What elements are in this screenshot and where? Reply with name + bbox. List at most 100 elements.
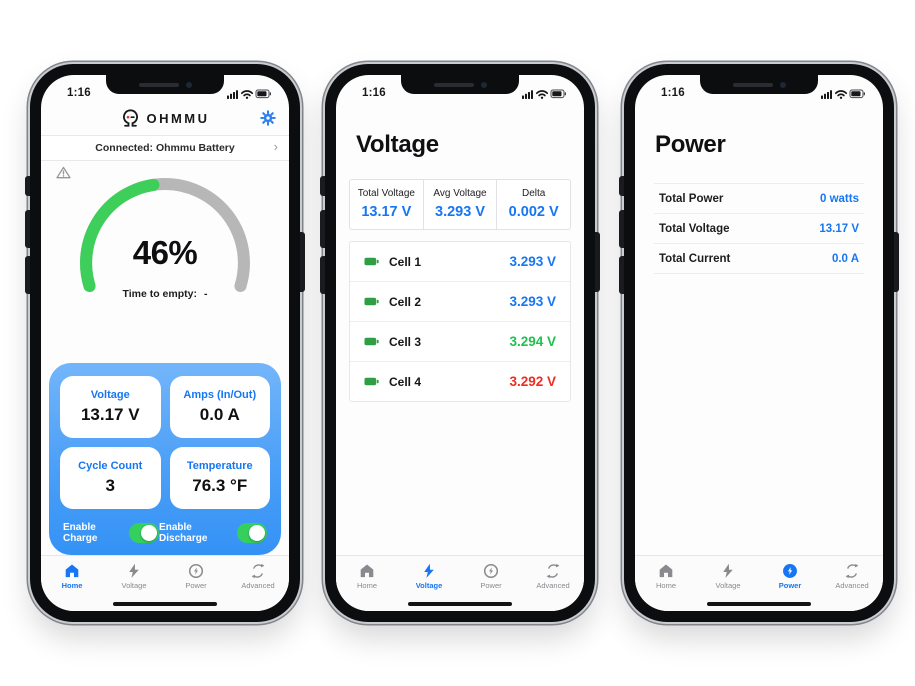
tab-home[interactable]: Home bbox=[41, 563, 103, 611]
cell-list: Cell 1 3.293 V Cell 2 3.293 V Cell 3 3.2… bbox=[349, 241, 571, 402]
home-indicator[interactable] bbox=[113, 602, 217, 606]
sync-arrows-icon bbox=[546, 563, 560, 579]
status-bar: 1:16 bbox=[41, 75, 289, 102]
toggle-knob bbox=[249, 525, 265, 541]
tab-bar: Home Voltage Power bbox=[41, 555, 289, 611]
front-camera bbox=[480, 81, 487, 88]
summary-delta: Delta 0.002 V bbox=[496, 180, 570, 229]
sync-arrows-icon bbox=[845, 563, 859, 579]
stat-label: Voltage bbox=[90, 389, 130, 401]
settings-gear-icon[interactable] bbox=[260, 110, 276, 126]
tab-bar: Home Voltage Power bbox=[635, 555, 883, 611]
cell-name: Cell 2 bbox=[389, 294, 422, 309]
battery-icon bbox=[255, 89, 271, 99]
tab-label: Advanced bbox=[241, 581, 275, 590]
stat-label: Cycle Count bbox=[78, 460, 143, 472]
warning-triangle-icon[interactable] bbox=[56, 166, 71, 179]
cell-voltage: 3.292 V bbox=[509, 374, 556, 389]
tab-voltage[interactable]: Voltage bbox=[103, 563, 165, 611]
cell-row-2: Cell 2 3.293 V bbox=[350, 281, 570, 321]
battery-gauge: 46% bbox=[72, 170, 258, 300]
home-indicator[interactable] bbox=[707, 602, 811, 606]
row-value: 0.0 A bbox=[831, 252, 859, 265]
iphone-mockup-home: 1:16 bbox=[25, 64, 305, 622]
tab-advanced[interactable]: Advanced bbox=[821, 563, 883, 611]
signal-icon bbox=[821, 90, 832, 99]
tab-home[interactable]: Home bbox=[336, 563, 398, 611]
voltage-summary-table: Total Voltage 13.17 V Avg Voltage 3.293 … bbox=[349, 179, 571, 230]
row-value: 13.17 V bbox=[819, 222, 859, 235]
enable-charge-toggle[interactable] bbox=[129, 523, 160, 543]
side-button bbox=[894, 232, 899, 292]
stat-value: 13.17 V bbox=[80, 405, 140, 424]
tab-label: Voltage bbox=[715, 581, 741, 590]
volume-up-button bbox=[619, 210, 624, 248]
summary-value: 0.002 V bbox=[508, 204, 559, 220]
tab-label: Power bbox=[480, 581, 502, 590]
wifi-icon bbox=[834, 90, 848, 97]
summary-total-voltage: Total Voltage 13.17 V bbox=[350, 180, 423, 229]
cell-name: Cell 1 bbox=[389, 254, 422, 269]
screen-voltage: 1:16 bbox=[336, 75, 584, 611]
tab-label: Advanced bbox=[536, 581, 570, 590]
speaker-grill bbox=[138, 82, 179, 87]
stat-card-cycle-count: Cycle Count 3 bbox=[60, 447, 161, 509]
iphone-mockup-power: 1:16 bbox=[619, 64, 899, 622]
connected-label: Connected: Ohmmu Battery bbox=[95, 142, 235, 154]
side-button bbox=[300, 232, 305, 292]
stat-value: 0.0 A bbox=[199, 405, 240, 424]
speaker-grill bbox=[433, 82, 474, 87]
toggle-row: Enable Charge Enable Discharge bbox=[60, 522, 270, 544]
home-indicator[interactable] bbox=[408, 602, 512, 606]
tab-label: Voltage bbox=[415, 581, 443, 590]
stats-panel: Voltage 13.17 V Amps (In/Out) 0.0 A Cycl… bbox=[49, 363, 281, 555]
front-camera bbox=[185, 81, 192, 88]
page-title: Voltage bbox=[356, 131, 439, 158]
volume-up-button bbox=[25, 210, 30, 248]
summary-label: Delta bbox=[522, 188, 546, 199]
mute-switch bbox=[25, 176, 30, 196]
cell-name: Cell 3 bbox=[389, 334, 422, 349]
battery-cell-icon bbox=[364, 257, 379, 266]
signal-icon bbox=[522, 90, 533, 99]
tab-home[interactable]: Home bbox=[635, 563, 697, 611]
chevron-right-icon: › bbox=[273, 139, 278, 154]
tab-label: Home bbox=[655, 581, 676, 590]
cell-row-3: Cell 3 3.294 V bbox=[350, 321, 570, 361]
notch bbox=[106, 75, 224, 94]
time-to-empty-label: Time to empty: bbox=[122, 288, 197, 300]
stat-label: Temperature bbox=[186, 460, 253, 472]
battery-cell-icon bbox=[364, 297, 379, 306]
stat-cards: Voltage 13.17 V Amps (In/Out) 0.0 A Cycl… bbox=[60, 376, 270, 509]
toggle-knob bbox=[141, 525, 158, 541]
tab-advanced[interactable]: Advanced bbox=[522, 563, 584, 611]
enable-discharge-label: Enable Discharge bbox=[159, 522, 208, 544]
volume-up-button bbox=[320, 210, 325, 248]
cell-voltage: 3.293 V bbox=[509, 254, 556, 269]
tab-power[interactable]: Power bbox=[460, 563, 522, 611]
notch bbox=[700, 75, 818, 94]
volume-down-button bbox=[320, 256, 325, 294]
connected-device-row[interactable]: Connected: Ohmmu Battery › bbox=[41, 136, 289, 161]
tab-label: Voltage bbox=[121, 581, 147, 590]
battery-cell-icon bbox=[364, 377, 379, 386]
tab-power[interactable]: Power bbox=[165, 563, 227, 611]
gauge-arc-value bbox=[80, 177, 250, 293]
summary-label: Total Voltage bbox=[357, 188, 415, 199]
volume-down-button bbox=[619, 256, 624, 294]
tab-label: Advanced bbox=[835, 581, 869, 590]
enable-discharge-toggle[interactable] bbox=[237, 523, 267, 543]
bolt-icon bbox=[129, 563, 139, 579]
stat-value: 76.3 °F bbox=[192, 476, 248, 495]
tab-voltage[interactable]: Voltage bbox=[398, 563, 460, 611]
tab-power[interactable]: Power bbox=[759, 563, 821, 611]
time-to-empty: Time to empty: - bbox=[41, 288, 289, 300]
front-camera bbox=[779, 81, 786, 88]
summary-avg-voltage: Avg Voltage 3.293 V bbox=[422, 180, 497, 229]
status-icons bbox=[821, 88, 865, 99]
tab-bar: Home Voltage Power bbox=[336, 555, 584, 611]
page-title: Power bbox=[655, 131, 726, 158]
status-time: 1:16 bbox=[661, 87, 685, 99]
tab-advanced[interactable]: Advanced bbox=[227, 563, 289, 611]
tab-voltage[interactable]: Voltage bbox=[697, 563, 759, 611]
